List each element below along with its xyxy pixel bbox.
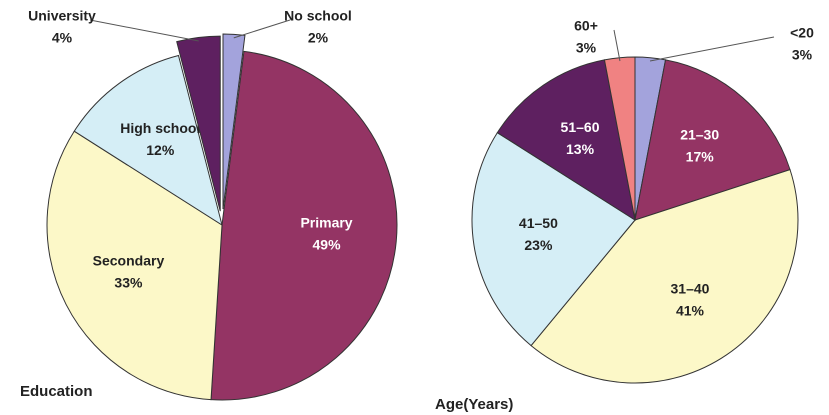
pie-slice <box>530 168 799 384</box>
pie-slice <box>46 130 223 401</box>
value-label: 23% <box>524 237 553 253</box>
leader-line <box>613 29 621 62</box>
leader-line <box>649 36 775 62</box>
pie-slice <box>496 59 636 222</box>
pie-slice <box>634 59 791 221</box>
slice-label: 21–30 <box>680 126 719 142</box>
slice-label: University <box>28 8 96 24</box>
pie-slice <box>222 33 246 210</box>
value-label: 3% <box>576 40 597 56</box>
value-label: 3% <box>792 47 813 63</box>
slice-label: Primary <box>300 215 352 231</box>
chart-title: Age(Years) <box>435 396 513 413</box>
value-label: 49% <box>313 237 342 253</box>
value-label: 41% <box>676 303 705 319</box>
leader-line <box>233 19 291 39</box>
slice-label: 31–40 <box>671 281 710 297</box>
pie-slice <box>176 35 221 212</box>
slice-label: <20 <box>790 25 814 41</box>
value-label: 4% <box>52 30 73 46</box>
value-label: 13% <box>566 141 595 157</box>
slice-label: No school <box>284 8 352 24</box>
slice-label: High school <box>120 120 200 136</box>
chart-title: Education <box>20 383 93 400</box>
value-label: 17% <box>686 148 715 164</box>
slice-label: Secondary <box>93 252 165 268</box>
pie-slice <box>73 54 223 227</box>
slice-label: 60+ <box>574 18 598 34</box>
value-label: 2% <box>308 30 329 46</box>
slice-label: 41–50 <box>519 215 558 231</box>
slice-label: 51–60 <box>561 119 600 135</box>
leader-line <box>89 19 199 42</box>
pie-slice <box>210 50 398 401</box>
pie-slice <box>471 131 636 347</box>
value-label: 33% <box>114 274 143 290</box>
value-label: 12% <box>146 142 175 158</box>
